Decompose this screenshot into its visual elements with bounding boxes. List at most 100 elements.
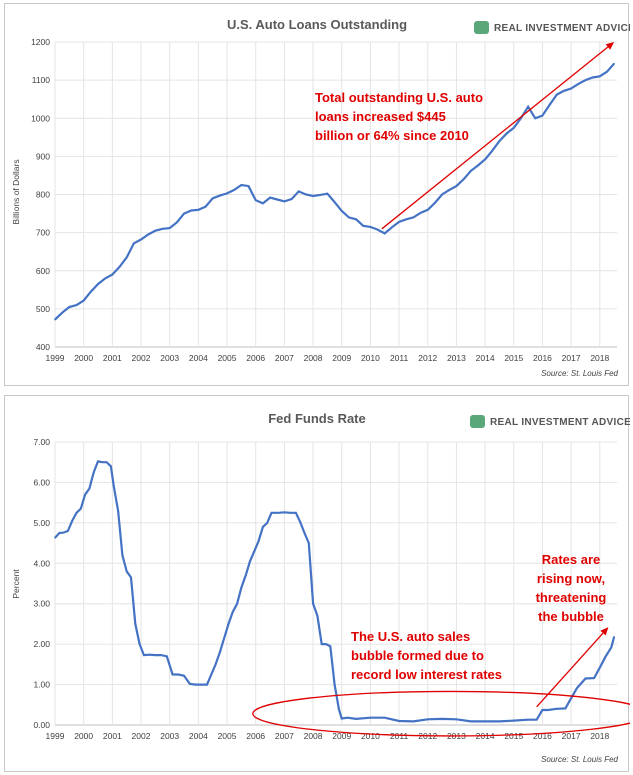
- data-point: [206, 683, 208, 686]
- data-point: [176, 221, 178, 224]
- x-tick-label: 2009: [332, 731, 351, 741]
- y-tick-label: 3.00: [33, 599, 50, 609]
- data-point: [547, 709, 549, 711]
- data-point: [121, 554, 124, 556]
- y-tick-label: 1100: [32, 75, 51, 85]
- data-point: [257, 540, 260, 542]
- data-point: [299, 521, 302, 523]
- data-point: [223, 637, 225, 639]
- trend-arrow: [381, 46, 609, 230]
- x-tick-labels: 1999 2000 2001 2002 2003 2004 2005 2006 2007 2008…: [46, 353, 610, 363]
- y-axis-label: Billions of Dollars: [11, 159, 21, 224]
- chat-bubble-icon: [470, 415, 485, 428]
- x-tick-label: 2002: [132, 353, 151, 363]
- data-point: [244, 574, 247, 577]
- data-point: [498, 720, 501, 723]
- annotation-line: the bubble: [538, 609, 604, 624]
- data-point: [383, 716, 386, 719]
- data-point: [219, 651, 221, 653]
- data-point: [190, 209, 192, 212]
- data-point: [67, 530, 69, 532]
- x-tick-label: 1999: [46, 353, 65, 363]
- data-point: [210, 673, 213, 676]
- annotation-line: Rates are: [542, 552, 601, 567]
- data-point: [462, 178, 465, 181]
- data-point: [484, 158, 486, 161]
- data-point: [441, 718, 443, 720]
- data-point: [270, 512, 273, 514]
- x-tick-label: 1999: [46, 731, 65, 741]
- data-point: [97, 283, 99, 285]
- data-point: [477, 164, 479, 167]
- data-point: [320, 643, 323, 645]
- data-point: [54, 537, 56, 539]
- data-point: [140, 238, 142, 241]
- data-point: [233, 189, 235, 191]
- low-rates-ellipse: [252, 690, 630, 737]
- y-tick-label: 5.00: [33, 518, 50, 528]
- data-point: [189, 683, 191, 685]
- brand-name: REAL INVESTMENT ADVICE: [490, 417, 630, 428]
- data-point: [289, 512, 291, 514]
- data-point: [599, 666, 601, 669]
- annotation-line: record low interest rates: [351, 667, 502, 682]
- x-tick-label: 2013: [447, 353, 466, 363]
- y-tick-label: 1.00: [33, 680, 50, 690]
- x-tick-label: 2000: [74, 731, 93, 741]
- gridlines: [54, 41, 617, 348]
- data-point: [398, 221, 400, 223]
- x-tick-label: 2009: [332, 353, 351, 363]
- x-tick-label: 2011: [390, 353, 409, 363]
- data-point: [226, 192, 228, 195]
- data-point: [297, 190, 300, 193]
- data-point: [75, 512, 78, 514]
- x-tick-label: 2017: [562, 731, 581, 741]
- data-point: [355, 718, 357, 720]
- data-point: [527, 106, 529, 108]
- data-point: [295, 512, 297, 514]
- data-point: [383, 232, 386, 235]
- data-point: [232, 611, 234, 613]
- data-point: [197, 209, 200, 211]
- y-tick-labels: 400 500 600 700 800 900 1000 1100 1200: [31, 37, 50, 352]
- data-point: [427, 209, 429, 211]
- chart-title: U.S. Auto Loans Outstanding: [227, 17, 407, 32]
- x-tick-label: 2015: [504, 353, 523, 363]
- y-tick-label: 6.00: [33, 477, 50, 487]
- x-tick-label: 2010: [361, 353, 380, 363]
- x-tick-label: 2008: [304, 731, 323, 741]
- data-point: [412, 216, 415, 219]
- data-point: [325, 643, 327, 645]
- data-point: [82, 299, 85, 302]
- y-tick-label: 1200: [31, 37, 50, 47]
- data-point: [247, 185, 250, 187]
- data-point: [412, 720, 415, 723]
- chart-title: Fed Funds Rate: [268, 411, 366, 426]
- y-axis-label: Percent: [11, 569, 21, 599]
- data-point: [269, 196, 271, 199]
- data-point: [200, 683, 202, 686]
- data-point: [576, 687, 578, 689]
- x-tick-label: 2000: [74, 353, 93, 363]
- data-point: [613, 636, 615, 638]
- data-point: [118, 266, 121, 268]
- data-point: [68, 306, 71, 308]
- data-point: [584, 79, 587, 81]
- data-point: [441, 193, 443, 196]
- data-point: [194, 683, 197, 686]
- data-point: [405, 218, 408, 221]
- data-point: [556, 708, 558, 710]
- data-point: [177, 673, 180, 676]
- y-tick-label: 500: [36, 304, 50, 314]
- data-point: [166, 655, 168, 658]
- x-tick-label: 2007: [275, 731, 294, 741]
- data-point: [117, 509, 119, 512]
- y-tick-label: 900: [36, 151, 50, 161]
- x-tick-label: 2008: [304, 353, 323, 363]
- data-point: [240, 184, 243, 186]
- x-tick-label: 2004: [189, 353, 208, 363]
- x-tick-label: 2007: [275, 353, 294, 363]
- data-point: [111, 273, 114, 276]
- x-tick-label: 2018: [590, 731, 609, 741]
- x-tick-label: 2005: [218, 353, 237, 363]
